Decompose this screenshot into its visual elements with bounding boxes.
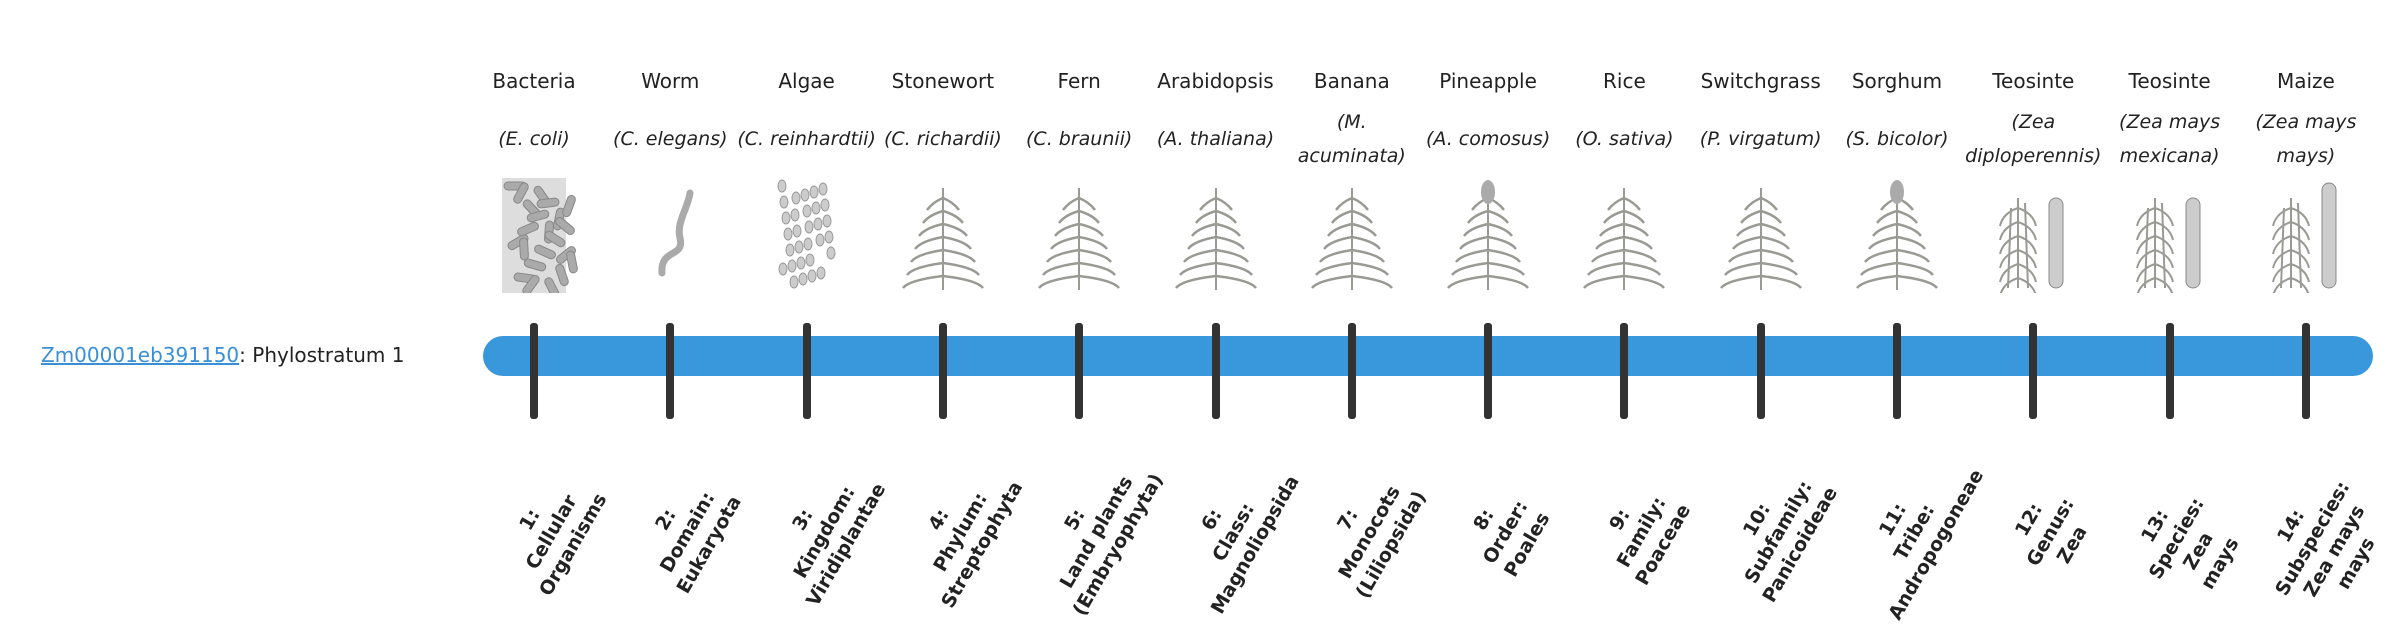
organism-scientific-name: (Zea mays mexicana) [2100, 103, 2240, 175]
scientific-name-text: (P. virgatum) [1699, 128, 1822, 150]
organism-common-name: Pineapple [1439, 69, 1537, 93]
stratum-tick [1620, 323, 1629, 419]
stratum-label: 8: Order: Poales [1431, 440, 1581, 625]
stratum-label: 11: Tribe: Andropogoneae [1840, 440, 1990, 625]
scientific-name-text: (A. comosus) [1425, 128, 1551, 150]
scientific-name-text: (Zea diploperennis) [1965, 111, 2102, 167]
organism-common-name: Fern [1057, 69, 1101, 93]
sorghum-icon [1827, 178, 1967, 293]
organism-common-name: Banana [1313, 69, 1390, 93]
stratum-tick [2301, 323, 2310, 419]
organism-scientific-name: (P. virgatum) [1691, 103, 1831, 175]
phylostratum-text: : Phylostratum 1 [239, 343, 405, 367]
stratum-label: 12: Genus: Zea [1976, 440, 2126, 625]
organism-common-name: Arabidopsis [1157, 69, 1274, 93]
stratum-tick [1211, 323, 1220, 419]
stratum-label: 9: Family: Poaceae [1567, 440, 1717, 625]
stratum-label: 13: Species: Zea mays [2102, 446, 2274, 643]
stratum-label: 10: Subfamily: Panicoideae [1704, 440, 1854, 625]
organism-scientific-name: (M. acuminata) [1282, 103, 1422, 175]
rice-icon [1554, 178, 1694, 293]
scientific-name-text: (C. richardii) [883, 128, 1002, 150]
organism-common-name: Sorghum [1851, 69, 1943, 93]
scientific-name-text: (O. sativa) [1575, 128, 1674, 150]
stratum-label: 14: Subspecies: Zea mays mays [2238, 446, 2400, 643]
stratum-tick [938, 323, 947, 419]
fern-icon [1009, 178, 1149, 293]
organism-scientific-name: (A. thaliana) [1146, 103, 1286, 175]
teosinte-icon [1963, 178, 2103, 297]
stratum-tick [1756, 323, 1765, 419]
organism-common-name: Maize [2276, 69, 2335, 93]
bacteria-icon [464, 178, 604, 299]
organism-common-name: Teosinte [2128, 69, 2211, 93]
scientific-name-text: (Zea mays mexicana) [2119, 111, 2221, 167]
organism-scientific-name: (E. coli) [464, 103, 604, 175]
organism-common-name: Algae [778, 69, 835, 93]
organism-scientific-name: (Zea mays mays) [2236, 103, 2376, 175]
organism-common-name: Worm [641, 69, 700, 93]
organism-scientific-name: (O. sativa) [1554, 103, 1694, 175]
maize-icon [2236, 178, 2376, 297]
organism-scientific-name: (S. bicolor) [1827, 103, 1967, 175]
organism-scientific-name: (C. braunii) [1009, 103, 1149, 175]
scientific-name-text: (C. elegans) [613, 128, 728, 150]
organism-common-name: Rice [1603, 69, 1646, 93]
organism-scientific-name: (C. elegans) [600, 103, 740, 175]
organism-common-name: Stonewort [891, 69, 995, 93]
organism-common-name: Teosinte [1992, 69, 2075, 93]
stratum-label: 5: Land plants (Embryophyta) [1022, 440, 1172, 625]
teosinte-icon [2100, 178, 2240, 297]
scientific-name-text: (Zea mays mays) [2255, 111, 2357, 167]
stratum-label: 6: Class: Magnoliopsida [1159, 440, 1309, 625]
pineapple-icon [1418, 178, 1558, 293]
organism-scientific-name: (Zea diploperennis) [1963, 103, 2103, 175]
stratum-tick [2165, 323, 2174, 419]
stratum-tick [666, 323, 675, 419]
gene-id-link[interactable]: Zm00001eb391150 [41, 343, 240, 367]
stratum-label: 1: Cellular Organisms [477, 440, 627, 625]
worm-icon [600, 178, 740, 293]
scientific-name-text: (A. thaliana) [1156, 128, 1275, 150]
phylostratum-bar [483, 336, 2373, 376]
algae-icon [737, 178, 877, 293]
organism-common-name: Bacteria [492, 69, 576, 93]
scientific-name-text: (C. braunii) [1026, 128, 1133, 150]
stratum-tick [1484, 323, 1493, 419]
scientific-name-text: (S. bicolor) [1845, 128, 1949, 150]
switchgrass-icon [1691, 178, 1831, 293]
stonewort-icon [873, 178, 1013, 293]
stratum-label: 7: Monocots (Liliopsida) [1295, 440, 1445, 625]
scientific-name-text: (E. coli) [498, 128, 570, 150]
scientific-name-text: (C. reinhardtii) [737, 128, 876, 150]
organism-scientific-name: (A. comosus) [1418, 103, 1558, 175]
stratum-tick [1893, 323, 1901, 419]
stratum-tick [1075, 323, 1084, 419]
scientific-name-text: (M. acuminata) [1297, 111, 1406, 167]
banana-icon [1282, 178, 1422, 293]
stratum-label: 2: Domain: Eukaryota [613, 440, 763, 625]
organism-scientific-name: (C. reinhardtii) [737, 103, 877, 175]
arabidopsis-icon [1146, 178, 1286, 293]
organism-common-name: Switchgrass [1700, 69, 1821, 93]
stratum-tick [2029, 323, 2038, 419]
stratum-tick [802, 323, 811, 419]
stratum-label: 4: Phylum: Streptophyta [886, 440, 1036, 625]
stratum-tick [1347, 323, 1356, 419]
gene-phylostratum-label: Zm00001eb391150: Phylostratum 1 [41, 340, 404, 370]
stratum-label: 3: Kingdom: Viridiplantae [750, 440, 900, 625]
stratum-tick [530, 323, 538, 419]
organism-scientific-name: (C. richardii) [873, 103, 1013, 175]
